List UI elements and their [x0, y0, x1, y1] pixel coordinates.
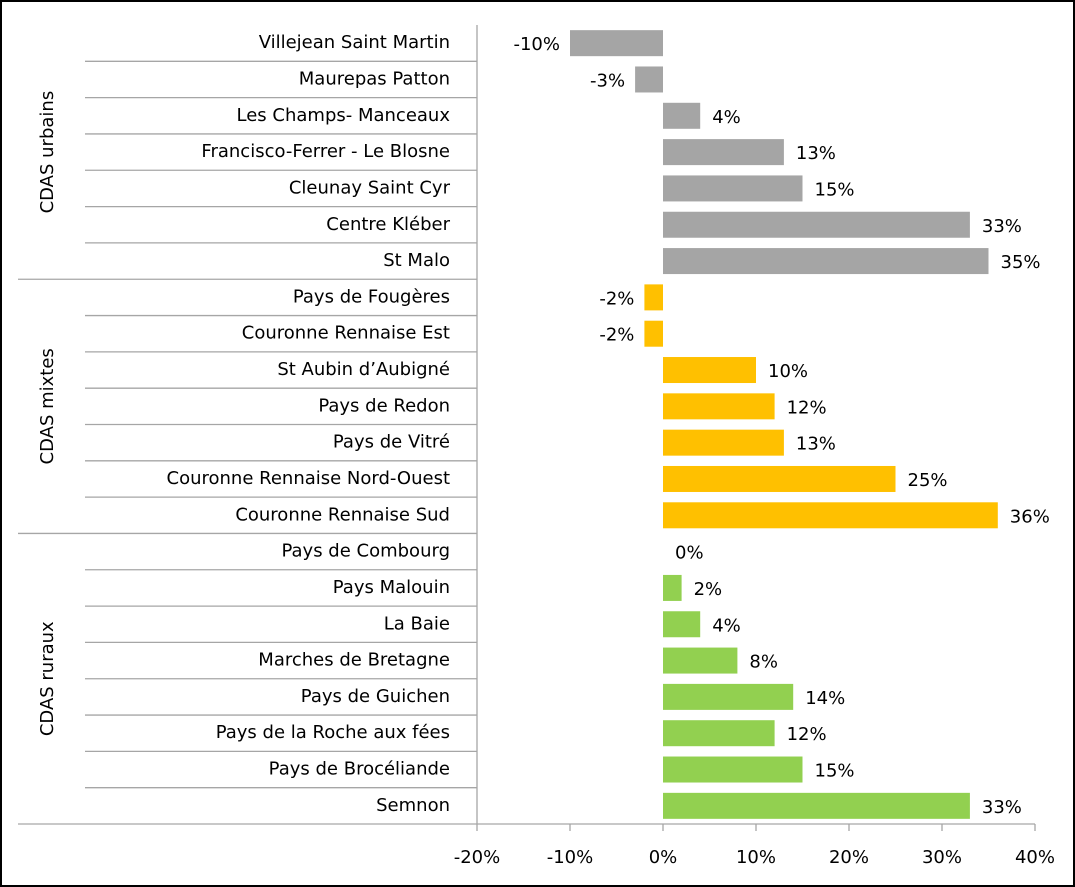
x-tick-label: -20% — [454, 847, 501, 868]
bar — [663, 175, 803, 202]
y-tick-label: Marches de Bretagne — [258, 650, 450, 671]
x-tick-label: 0% — [649, 847, 678, 868]
y-tick-label: Pays de Fougères — [293, 286, 450, 307]
bar — [663, 211, 970, 238]
bar — [663, 611, 701, 638]
bar — [663, 102, 701, 129]
bar — [635, 66, 663, 93]
bar — [663, 248, 989, 275]
data-label: 4% — [712, 615, 741, 636]
data-label: 0% — [675, 543, 704, 564]
data-label: 36% — [1010, 506, 1050, 527]
data-label: -10% — [513, 34, 560, 55]
y-tick-label: Francisco-Ferrer - Le Blosne — [201, 141, 450, 162]
data-label: -3% — [590, 70, 625, 91]
y-tick-label: Couronne Rennaise Est — [242, 323, 450, 344]
data-label: 12% — [787, 397, 827, 418]
y-tick-label: St Aubin d’Aubigné — [277, 359, 450, 380]
y-tick-label: Centre Kléber — [326, 214, 450, 235]
bar — [663, 574, 682, 601]
y-tick-label: La Baie — [384, 613, 450, 634]
group-label: CDAS urbains — [37, 91, 58, 214]
bar — [663, 139, 784, 166]
bar — [663, 683, 794, 710]
data-label: 2% — [694, 579, 723, 600]
bar — [663, 502, 998, 529]
bar — [570, 30, 663, 57]
bar — [663, 647, 738, 674]
bar — [644, 320, 663, 347]
data-label: 12% — [787, 724, 827, 745]
y-tick-label: St Malo — [383, 250, 450, 271]
data-label: 35% — [1001, 252, 1041, 273]
y-tick-label: Pays de Redon — [318, 395, 450, 416]
x-tick-label: 10% — [736, 847, 776, 868]
data-label: 8% — [749, 652, 778, 673]
y-tick-label: Maurepas Patton — [299, 68, 450, 89]
y-tick-label: Pays de Guichen — [301, 686, 450, 707]
data-label: 15% — [815, 761, 855, 782]
y-tick-label: Pays Malouin — [333, 577, 450, 598]
y-tick-label: Pays de Brocéliande — [269, 759, 450, 780]
data-label: 4% — [712, 107, 741, 128]
data-label: -2% — [599, 325, 634, 346]
data-label: 33% — [982, 216, 1022, 237]
y-tick-label: Pays de Combourg — [281, 541, 450, 562]
bar — [663, 465, 896, 492]
bar — [663, 357, 756, 384]
bar — [644, 284, 663, 311]
group-label: CDAS ruraux — [37, 621, 58, 736]
data-label: 13% — [796, 143, 836, 164]
data-label: 15% — [815, 179, 855, 200]
y-tick-label: Pays de Vitré — [333, 432, 450, 453]
x-tick-label: -10% — [547, 847, 594, 868]
bar — [663, 756, 803, 783]
y-tick-label: Semnon — [376, 795, 450, 816]
data-label: 33% — [982, 797, 1022, 818]
data-label: 10% — [768, 361, 808, 382]
data-label: -2% — [599, 288, 634, 309]
x-tick-label: 30% — [922, 847, 962, 868]
y-tick-label: Couronne Rennaise Nord-Ouest — [167, 468, 450, 489]
bar — [663, 792, 970, 819]
y-tick-label: Villejean Saint Martin — [259, 32, 450, 53]
y-tick-label: Couronne Rennaise Sud — [235, 504, 450, 525]
data-label: 13% — [796, 434, 836, 455]
bar — [663, 393, 775, 420]
y-tick-label: Cleunay Saint Cyr — [289, 177, 451, 198]
x-tick-label: 20% — [829, 847, 869, 868]
bar — [663, 720, 775, 747]
group-label: CDAS mixtes — [37, 348, 58, 464]
y-tick-label: Pays de la Roche aux fées — [216, 722, 450, 743]
bar — [663, 429, 784, 456]
x-tick-label: 40% — [1015, 847, 1055, 868]
y-tick-label: Les Champs- Manceaux — [237, 105, 451, 126]
data-label: 14% — [805, 688, 845, 709]
data-label: 25% — [908, 470, 948, 491]
